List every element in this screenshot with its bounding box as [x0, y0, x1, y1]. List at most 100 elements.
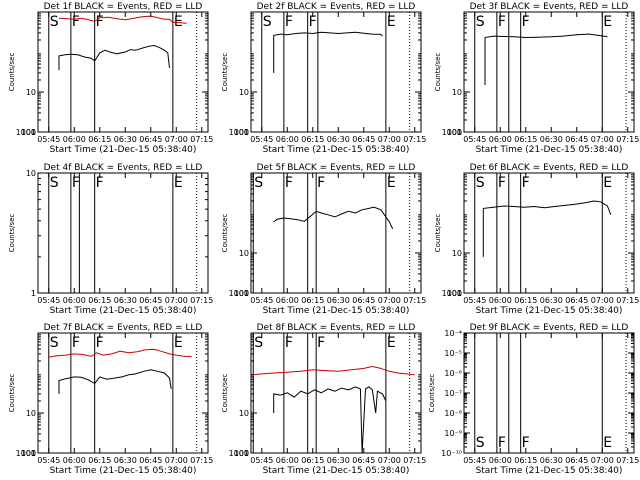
x-tick-label: 06:30 — [327, 135, 350, 144]
phase-marker-label: F — [317, 175, 325, 191]
phase-marker-label: S — [476, 14, 485, 30]
x-tick-label: 06:45 — [139, 296, 162, 305]
x-axis-label: Start Time (21-Dec-15 05:38:40) — [50, 306, 197, 316]
x-tick-label: 06:00 — [489, 135, 512, 144]
x-tick-label: 06:45 — [565, 456, 588, 465]
y-tick-label: 10⁻⁵ — [444, 349, 462, 358]
x-tick-label: 07:00 — [591, 135, 614, 144]
y-tick-label: 10⁻⁶ — [444, 369, 462, 378]
x-tick-label: 06:15 — [514, 296, 537, 305]
series-lld-red — [48, 348, 192, 358]
series-events-black — [484, 33, 608, 85]
panel-title: Det 2f BLACK = Events, RED = LLD — [257, 2, 416, 12]
plot-frame — [37, 172, 209, 294]
y-tick-label: 1 — [244, 128, 249, 137]
phase-marker-label: F — [285, 335, 293, 351]
x-tick-label: 06:30 — [327, 456, 350, 465]
y-axis-label: Counts/sec — [221, 53, 229, 92]
y-tick-label: 100 — [21, 128, 36, 137]
x-tick-label: 06:15 — [514, 456, 537, 465]
y-tick-label: 1 — [457, 289, 462, 298]
phase-marker-label: E — [603, 14, 612, 30]
y-axis-label: Counts/sec — [221, 374, 229, 413]
series-events-black — [273, 31, 383, 73]
y-tick-label: 100 — [234, 128, 249, 137]
phase-marker-label: S — [50, 14, 59, 30]
phase-marker-label: F — [96, 14, 104, 30]
x-tick-label: 07:00 — [165, 135, 188, 144]
panel-det-8: Det 8f BLACK = Events, RED = LLD S F F E 1 10 1… — [221, 323, 426, 476]
x-tick-label: 06:45 — [352, 296, 375, 305]
y-tick-label: 1 — [31, 449, 36, 458]
x-tick-label: 05:45 — [463, 135, 486, 144]
x-tick-label: 06:30 — [540, 135, 563, 144]
x-tick-label: 05:45 — [37, 296, 60, 305]
x-tick-label: 07:15 — [616, 456, 639, 465]
panel-title: Det 3f BLACK = Events, RED = LLD — [470, 2, 629, 12]
x-tick-label: 05:45 — [463, 456, 486, 465]
x-tick-label: 06:45 — [139, 135, 162, 144]
y-tick-label: 10⁻⁴ — [444, 329, 462, 338]
x-tick-label: 05:45 — [250, 456, 273, 465]
x-tick-label: 06:00 — [63, 456, 86, 465]
x-tick-label: 05:45 — [250, 135, 273, 144]
x-tick-label: 06:00 — [276, 456, 299, 465]
y-tick-label: 1 — [244, 289, 249, 298]
y-tick-label: 10 — [26, 169, 36, 178]
x-tick-label: 06:00 — [276, 135, 299, 144]
x-tick-label: 06:00 — [63, 296, 86, 305]
plot-frame — [37, 11, 209, 133]
x-tick-label: 06:45 — [565, 296, 588, 305]
y-tick-label: 10 — [239, 409, 249, 418]
x-tick-label: 07:00 — [378, 296, 401, 305]
x-tick-label: 06:45 — [352, 456, 375, 465]
x-tick-label: 06:15 — [301, 296, 324, 305]
x-tick-label: 06:30 — [327, 296, 350, 305]
x-tick-label: 07:15 — [616, 135, 639, 144]
y-tick-label: 10 — [452, 88, 462, 97]
panel-title: Det 6f BLACK = Events, RED = LLD — [470, 163, 629, 173]
x-tick-label: 06:15 — [514, 135, 537, 144]
y-axis-label: Counts/sec — [434, 53, 442, 92]
phase-marker-label: F — [96, 175, 104, 191]
phase-marker-label: F — [72, 175, 80, 191]
x-tick-label: 06:15 — [88, 296, 111, 305]
plot-frame — [250, 172, 422, 294]
x-tick-label: 07:15 — [190, 296, 213, 305]
x-tick-label: 06:15 — [301, 135, 324, 144]
plot-frame — [250, 11, 422, 133]
y-tick-label: 1000 — [229, 289, 249, 298]
plot-frame — [37, 332, 209, 454]
y-tick-label: 100 — [21, 449, 36, 458]
x-axis-label: Start Time (21-Dec-15 05:38:40) — [476, 466, 623, 476]
x-tick-label: 07:00 — [378, 456, 401, 465]
x-tick-label: 07:15 — [190, 456, 213, 465]
x-tick-label: 06:15 — [301, 456, 324, 465]
y-tick-label: 1 — [244, 449, 249, 458]
y-tick-label: 10⁻⁹ — [444, 429, 462, 438]
phase-marker-label: S — [254, 175, 263, 191]
y-tick-label: 1000 — [16, 449, 36, 458]
x-tick-label: 07:15 — [190, 135, 213, 144]
y-tick-label: 100 — [447, 289, 462, 298]
x-axis-label: Start Time (21-Dec-15 05:38:40) — [50, 145, 197, 155]
x-tick-label: 07:15 — [616, 296, 639, 305]
x-tick-label: 07:00 — [591, 456, 614, 465]
phase-marker-label: E — [387, 175, 396, 191]
phase-marker-label: F — [285, 175, 293, 191]
y-axis-label: Counts/sec — [221, 214, 229, 253]
y-tick-label: 10 — [239, 249, 249, 258]
phase-marker-label: S — [254, 335, 263, 351]
x-tick-label: 07:00 — [378, 135, 401, 144]
series-events-black — [58, 44, 170, 71]
phase-marker-label: F — [72, 335, 80, 351]
series-events-black — [482, 200, 612, 257]
y-tick-label: 1000 — [229, 449, 249, 458]
y-tick-label: 10 — [26, 88, 36, 97]
x-tick-label: 07:15 — [403, 135, 426, 144]
phase-marker-label: F — [498, 14, 506, 30]
series-events-black — [273, 386, 387, 453]
